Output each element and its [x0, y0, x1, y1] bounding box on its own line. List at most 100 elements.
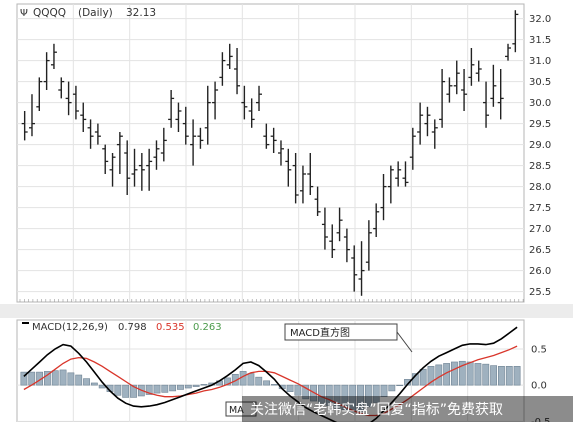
- price-tick-label: 30.5: [529, 77, 551, 88]
- ohlc-bar: [72, 85, 79, 120]
- price-tick-label: 29.5: [529, 119, 551, 130]
- macd-histogram-bar: [482, 363, 490, 386]
- macd-histogram-bar: [247, 373, 255, 386]
- ohlc-bar: [138, 153, 145, 191]
- macd-histogram-bar: [90, 382, 98, 386]
- ohlc-bar: [277, 140, 284, 166]
- price-tick-label: 27.5: [529, 203, 551, 214]
- ohlc-bar: [409, 127, 416, 170]
- ohlc-bar: [197, 127, 204, 149]
- histogram-callout: MACD直方图: [284, 323, 413, 353]
- macd-tick-label: 0.5: [531, 344, 547, 355]
- ohlc-bar: [58, 77, 65, 99]
- ohlc-bar: [263, 123, 270, 149]
- macd-histogram-bar: [51, 370, 59, 386]
- macd-histogram-bar: [505, 366, 513, 386]
- macd-histogram-bar: [145, 384, 153, 395]
- ohlc-bar: [212, 81, 219, 120]
- macd-histogram-bar: [364, 384, 372, 408]
- macd-histogram-bar: [341, 384, 349, 411]
- symbol-label: QQQQ: [33, 7, 66, 19]
- ohlc-bar: [446, 77, 453, 103]
- macd-histogram-bar: [325, 384, 333, 406]
- ohlc-bar: [380, 174, 387, 221]
- ohlc-bar: [28, 94, 35, 137]
- macd-histogram-bar: [184, 384, 192, 389]
- partial-callout-text: MA: [229, 405, 244, 416]
- macd-histogram-bar: [380, 384, 388, 398]
- ohlc-bar: [343, 228, 350, 263]
- price-title: Ψ QQQQ (Daily) 32.13: [20, 7, 156, 19]
- macd-histogram-bar: [357, 384, 364, 412]
- ohlc-bar: [43, 52, 50, 90]
- price-tick-label: 29.0: [529, 140, 551, 151]
- macd-histogram-bar: [435, 364, 443, 386]
- histogram-value: 0.263: [193, 322, 222, 333]
- ohlc-bar: [21, 111, 28, 141]
- ohlc-bar: [351, 245, 358, 292]
- price-tick-label: 28.0: [529, 182, 551, 193]
- macd-histogram-bar: [333, 384, 341, 409]
- price-tick-label: 25.5: [529, 287, 551, 298]
- macd-histogram-bar: [255, 376, 263, 386]
- ohlc-bar: [395, 161, 402, 187]
- macd-panel: 0.5 0.0 -0.5 MACD(12,26,9) 0.798 0.535 0.2…: [16, 319, 551, 422]
- macd-line: [23, 326, 518, 422]
- macd-histogram-bar: [317, 384, 325, 404]
- signal-line: [23, 345, 518, 417]
- ohlc-bar: [373, 203, 380, 237]
- ohlc-bar: [483, 81, 490, 128]
- ohlc-bar: [365, 220, 372, 271]
- ohlc-bar: [336, 207, 343, 242]
- last-value-label: 32.13: [126, 7, 156, 19]
- ohlc-bar: [146, 148, 153, 191]
- macd-histogram-bar: [474, 363, 482, 386]
- macd-histogram-bar: [396, 384, 404, 386]
- ohlc-bar: [50, 43, 57, 69]
- ohlc-bar: [292, 153, 299, 204]
- ohlc-bar: [153, 140, 160, 170]
- watermark-text: 关注微信“老韩实盘”回复“指标”免费获取: [250, 401, 503, 418]
- macd-histogram-bar: [466, 361, 474, 386]
- ohlc-bar: [329, 224, 336, 258]
- ohlc-bar: [219, 52, 226, 86]
- price-tick-label: 26.5: [529, 245, 551, 256]
- ohlc-bar: [241, 85, 248, 120]
- macd-tick-label: -0.5: [531, 417, 551, 422]
- ohlc-bar: [439, 69, 446, 128]
- ohlc-bar: [124, 140, 131, 195]
- macd-histogram-bar: [153, 384, 161, 394]
- ohlc-bar: [358, 241, 365, 296]
- callout-text: MACD直方图: [290, 326, 350, 339]
- macd-histogram-bar: [43, 371, 51, 386]
- ohlc-bar: [87, 119, 94, 149]
- macd-histogram-bar: [263, 380, 270, 386]
- macd-histogram-bar: [419, 368, 427, 386]
- macd-legend: MACD(12,26,9) 0.798 0.535 0.263: [22, 322, 222, 333]
- ohlc-bar: [36, 77, 43, 111]
- ohlc-bar: [402, 161, 409, 187]
- macd-legend-swatch: [22, 322, 29, 324]
- panel-separator: [0, 304, 573, 318]
- macd-tick-label: 0.0: [531, 381, 547, 392]
- ohlc-bar: [307, 153, 314, 195]
- ohlc-bar: [505, 43, 512, 61]
- macd-histogram-bar: [349, 384, 357, 413]
- ohlc-bar: [80, 102, 87, 132]
- ohlc-bar: [475, 60, 482, 82]
- ohlc-bar: [190, 119, 197, 166]
- macd-histogram-bar: [388, 384, 396, 392]
- macd-histogram-bar: [122, 384, 130, 398]
- macd-histogram-bar: [270, 384, 278, 386]
- ohlc-bar: [234, 48, 241, 95]
- ohlc-bar: [256, 85, 263, 111]
- ohlc-bar: [314, 186, 321, 216]
- ohlc-bar: [226, 43, 233, 69]
- macd-histogram-bar: [451, 361, 458, 386]
- macd-histogram-bar: [200, 384, 208, 386]
- macd-histogram-bar: [161, 384, 169, 393]
- ohlc-bar: [299, 165, 306, 204]
- macd-histogram-bar: [458, 360, 466, 386]
- price-tick-label: 31.5: [529, 35, 551, 46]
